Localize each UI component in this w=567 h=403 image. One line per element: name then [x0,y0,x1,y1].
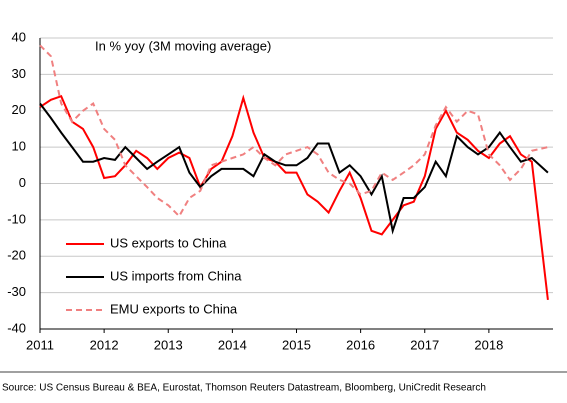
x-tick-label: 2011 [26,337,54,352]
y-tick-label: 10 [12,139,26,154]
y-tick-label: 30 [12,66,26,81]
chart-title: In % yoy (3M moving average) [95,38,271,53]
y-tick-label: 40 [12,29,26,44]
y-tick-label: -30 [7,284,26,299]
series-line [39,44,549,218]
y-tick-label: -20 [7,248,26,263]
y-tick-label: 20 [12,102,26,117]
x-tick-label: 2012 [90,337,119,352]
series-line [39,102,549,235]
legend-label: US exports to China [110,235,227,250]
x-tick-label: 2014 [218,337,247,352]
y-tick-label: -10 [7,211,26,226]
legend-label: US imports from China [110,268,242,283]
y-tick-label: 0 [19,175,26,190]
series-line [39,94,549,301]
y-tick-label: -40 [7,320,26,335]
x-tick-label: 2016 [346,337,375,352]
x-tick-label: 2018 [474,337,503,352]
source: Source: US Census Bureau & BEA, Eurostat… [2,383,486,394]
x-tick-label: 2015 [282,337,311,352]
x-tick-label: 2017 [410,337,439,352]
legend-label: EMU exports to China [110,301,238,316]
x-tick-label: 2013 [154,337,183,352]
